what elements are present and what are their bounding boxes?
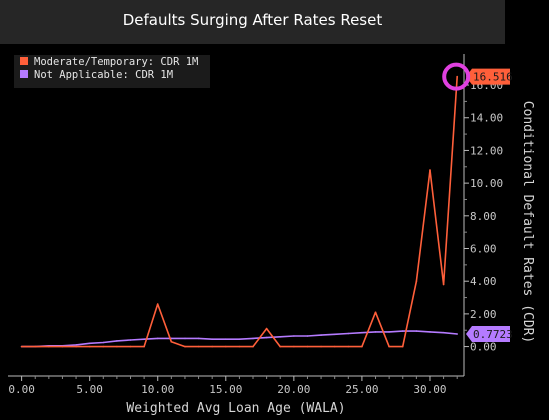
data-point bbox=[156, 303, 159, 305]
data-point bbox=[333, 333, 336, 336]
last-value-tag-shape bbox=[466, 325, 510, 342]
legend-swatch bbox=[20, 57, 28, 65]
x-axis-title: Weighted Avg Loan Age (WALA) bbox=[126, 401, 345, 416]
y-tick-label: 10.00 bbox=[470, 177, 503, 190]
data-point bbox=[361, 345, 363, 348]
data-point bbox=[388, 345, 390, 348]
data-point bbox=[102, 345, 105, 348]
axes: 0.00 5.00 10.00 15.00 20.00 25.00 30.00 0.00 2.0… bbox=[8, 54, 503, 396]
data-point bbox=[374, 331, 377, 333]
data-point bbox=[143, 345, 145, 348]
data-point bbox=[211, 345, 213, 348]
y-tick-label: 12.00 bbox=[470, 144, 503, 157]
data-point bbox=[252, 345, 254, 348]
data-point bbox=[442, 331, 445, 334]
data-point bbox=[401, 345, 404, 348]
value-tags: 16.516 0.7723 bbox=[442, 62, 513, 342]
data-point bbox=[88, 345, 91, 348]
y-tick-label: 2.00 bbox=[470, 308, 497, 321]
last-value-tag-not-applicable: 0.7723 bbox=[466, 325, 513, 342]
y-tick-label: 8.00 bbox=[470, 210, 497, 223]
data-point bbox=[129, 345, 132, 348]
legend-label: Moderate/Temporary: CDR 1M bbox=[34, 56, 198, 68]
data-point bbox=[184, 345, 186, 348]
data-point bbox=[401, 330, 404, 332]
y-tick-label: 4.00 bbox=[470, 275, 497, 288]
data-point bbox=[102, 341, 105, 344]
data-point bbox=[48, 345, 50, 348]
data-point bbox=[129, 339, 132, 341]
data-point bbox=[225, 345, 227, 348]
x-tick-label: 20.00 bbox=[277, 383, 310, 396]
data-point bbox=[225, 338, 227, 341]
last-value-tag-moderate: 16.516 bbox=[466, 68, 513, 85]
data-point bbox=[456, 75, 459, 78]
data-point bbox=[279, 345, 282, 348]
y-tick-label: 6.00 bbox=[470, 243, 497, 256]
legend-box bbox=[14, 55, 210, 88]
data-point bbox=[415, 280, 418, 283]
legend-label: Not Applicable: CDR 1M bbox=[34, 69, 173, 81]
data-point bbox=[143, 338, 145, 341]
last-value-tag-text: 16.516 bbox=[473, 71, 513, 84]
title-bar-corner bbox=[505, 0, 549, 44]
data-point bbox=[116, 345, 118, 348]
data-point bbox=[265, 327, 268, 330]
chart-title-bar: Defaults Surging After Rates Reset bbox=[0, 0, 505, 44]
y-tick-label: 14.00 bbox=[470, 112, 503, 125]
data-point bbox=[88, 342, 91, 345]
data-point bbox=[265, 336, 268, 339]
x-tick-label: 25.00 bbox=[345, 383, 378, 396]
highlight-circle bbox=[442, 62, 471, 91]
last-value-tag-shape bbox=[466, 68, 510, 85]
x-tick-label: 30.00 bbox=[413, 383, 446, 396]
data-point bbox=[306, 345, 309, 348]
chart-title: Defaults Surging After Rates Reset bbox=[122, 11, 383, 29]
data-point bbox=[61, 345, 64, 348]
data-point bbox=[75, 344, 77, 346]
data-point bbox=[116, 340, 118, 342]
data-point bbox=[293, 335, 295, 337]
data-point bbox=[293, 345, 295, 348]
data-point bbox=[388, 331, 390, 333]
x-tick-label: 15.00 bbox=[209, 383, 242, 396]
data-point bbox=[361, 331, 363, 334]
data-point bbox=[374, 311, 377, 314]
data-point bbox=[347, 345, 350, 348]
legend-swatch bbox=[20, 70, 28, 78]
x-tick-label: 5.00 bbox=[76, 383, 103, 396]
series-layer bbox=[20, 75, 459, 348]
data-point bbox=[252, 337, 254, 340]
data-point bbox=[184, 337, 186, 340]
data-point bbox=[320, 345, 322, 348]
data-point bbox=[429, 169, 431, 171]
data-point bbox=[333, 345, 336, 348]
data-point bbox=[34, 345, 36, 348]
x-tick-label: 0.00 bbox=[8, 383, 35, 396]
data-point bbox=[279, 336, 282, 338]
plot-area bbox=[8, 54, 464, 376]
data-point bbox=[320, 334, 322, 336]
data-point bbox=[442, 283, 445, 286]
y-axis-title: Conditional Default Rates (CDR) bbox=[520, 101, 535, 344]
x-tick-label: 10.00 bbox=[141, 383, 174, 396]
data-point bbox=[456, 333, 459, 335]
data-point bbox=[156, 337, 159, 340]
data-point bbox=[429, 331, 431, 333]
data-point bbox=[415, 330, 418, 332]
y-tick-label: 0.00 bbox=[470, 341, 497, 354]
data-point bbox=[170, 340, 173, 343]
data-point bbox=[197, 337, 200, 340]
data-point bbox=[75, 345, 77, 348]
data-point bbox=[238, 338, 241, 341]
data-point bbox=[306, 335, 309, 337]
data-point bbox=[197, 345, 200, 348]
data-point bbox=[20, 345, 23, 348]
last-value-tag-text: 0.7723 bbox=[473, 328, 513, 341]
data-point bbox=[238, 345, 241, 348]
data-point bbox=[211, 338, 213, 341]
data-point bbox=[347, 332, 350, 335]
